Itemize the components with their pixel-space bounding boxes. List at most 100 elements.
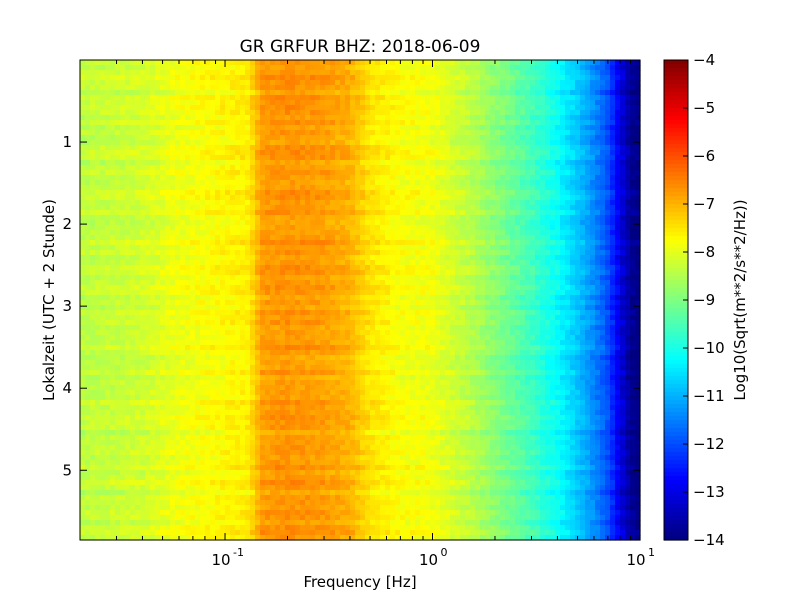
heatmap-cell [160,205,166,211]
heatmap-cell [85,120,91,126]
heatmap-cell [425,135,431,141]
heatmap-cell [355,115,361,121]
heatmap-cell [480,90,486,96]
heatmap-cell [235,75,241,81]
heatmap-cell [555,150,561,156]
heatmap-cell [510,115,516,121]
heatmap-cell [360,170,366,176]
heatmap-cell [460,235,466,241]
heatmap-cell [415,75,421,81]
heatmap-cell [610,180,616,186]
heatmap-cell [95,145,101,151]
heatmap-cell [100,100,106,106]
heatmap-cell [145,175,151,181]
heatmap-cell [165,195,171,201]
heatmap-cell [575,275,581,281]
heatmap-cell [245,100,251,106]
heatmap-cell [215,215,221,221]
heatmap-cell [605,145,611,151]
heatmap-cell [495,105,501,111]
heatmap-cell [210,250,216,256]
heatmap-cell [155,115,161,121]
heatmap-cell [490,140,496,146]
heatmap-cell [535,145,541,151]
heatmap-cell [480,195,486,201]
heatmap-cell [630,225,636,231]
heatmap-cell [425,155,431,161]
heatmap-cell [530,200,536,206]
heatmap-cell [630,155,636,161]
heatmap-cell [535,115,541,121]
heatmap-cell [340,215,346,221]
heatmap-cell [215,145,221,151]
heatmap-cell [200,245,206,251]
heatmap-cell [565,240,571,246]
heatmap-cell [580,85,586,91]
heatmap-cell [440,125,446,131]
heatmap-cell [610,105,616,111]
heatmap-cell [615,245,621,251]
heatmap-cell [315,175,321,181]
heatmap-cell [240,275,246,281]
heatmap-cell [205,175,211,181]
heatmap-cell [375,60,381,66]
heatmap-cell [530,235,536,241]
heatmap-cell [280,90,286,96]
heatmap-cell [295,235,301,241]
heatmap-cell [450,120,456,126]
heatmap-cell [365,125,371,131]
heatmap-cell [460,145,466,151]
heatmap-cell [465,120,471,126]
heatmap-cell [615,145,621,151]
heatmap-cell [465,70,471,76]
heatmap-cell [405,160,411,166]
heatmap-cell [505,265,511,271]
heatmap-cell [545,225,551,231]
heatmap-cell [525,95,531,101]
heatmap-cell [405,230,411,236]
heatmap-cell [440,260,446,266]
heatmap-cell [390,205,396,211]
heatmap-cell [445,100,451,106]
heatmap-cell [530,105,536,111]
heatmap-cell [275,180,281,186]
heatmap-cell [95,75,101,81]
heatmap-cell [545,245,551,251]
heatmap-cell [505,270,511,276]
heatmap-cell [230,155,236,161]
heatmap-cell [385,205,391,211]
heatmap-cell [400,100,406,106]
heatmap-cell [510,85,516,91]
heatmap-cell [180,65,186,71]
heatmap-cell [580,105,586,111]
heatmap-cell [440,215,446,221]
heatmap-cell [425,140,431,146]
heatmap-cell [185,155,191,161]
heatmap-cell [575,210,581,216]
heatmap-cell [315,240,321,246]
heatmap-cell [610,230,616,236]
heatmap-cell [605,255,611,261]
heatmap-cell [260,215,266,221]
heatmap-cell [625,150,631,156]
heatmap-cell [560,110,566,116]
heatmap-cell [265,235,271,241]
heatmap-cell [370,195,376,201]
heatmap-cell [180,255,186,261]
heatmap-cell [355,155,361,161]
heatmap-cell [245,235,251,241]
heatmap-cell [135,110,141,116]
heatmap-cell [175,190,181,196]
heatmap-cell [270,150,276,156]
heatmap-cell [300,110,306,116]
heatmap-cell [515,160,521,166]
heatmap-cell [90,260,96,266]
heatmap-cell [450,80,456,86]
heatmap-cell [240,270,246,276]
heatmap-cell [385,275,391,281]
heatmap-cell [125,155,131,161]
heatmap-cell [215,80,221,86]
heatmap-cell [285,90,291,96]
heatmap-cell [80,130,86,136]
heatmap-cell [470,165,476,171]
